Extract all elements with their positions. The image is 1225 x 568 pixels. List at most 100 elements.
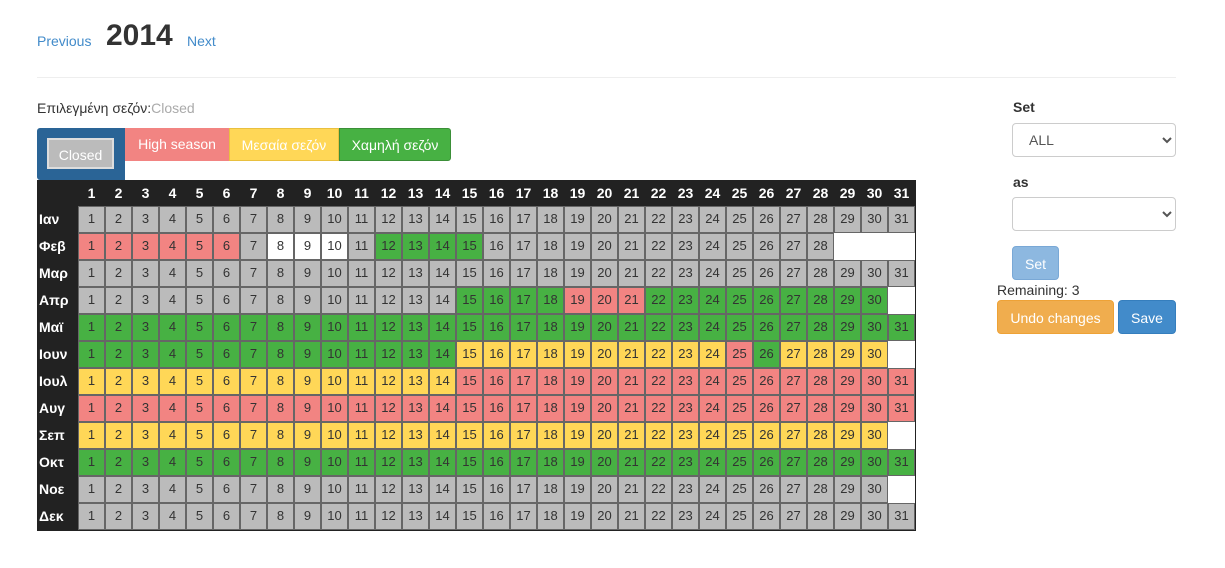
day-cell[interactable]: 8 (267, 341, 294, 368)
day-cell[interactable]: 27 (780, 422, 807, 449)
day-cell[interactable]: 20 (591, 395, 618, 422)
day-cell[interactable]: 3 (132, 341, 159, 368)
day-cell[interactable]: 19 (564, 260, 591, 287)
day-cell[interactable]: 26 (753, 368, 780, 395)
day-cell[interactable]: 11 (348, 422, 375, 449)
day-cell[interactable]: 14 (429, 314, 456, 341)
day-cell[interactable]: 14 (429, 449, 456, 476)
day-cell[interactable]: 24 (699, 449, 726, 476)
day-cell[interactable]: 14 (429, 206, 456, 233)
day-cell[interactable]: 9 (294, 422, 321, 449)
day-cell[interactable]: 10 (321, 260, 348, 287)
day-cell[interactable]: 15 (456, 206, 483, 233)
day-cell[interactable]: 6 (213, 260, 240, 287)
day-cell[interactable]: 19 (564, 422, 591, 449)
day-cell[interactable]: 31 (888, 395, 915, 422)
day-cell[interactable]: 26 (753, 206, 780, 233)
day-cell[interactable]: 25 (726, 449, 753, 476)
day-cell[interactable]: 27 (780, 476, 807, 503)
day-cell[interactable]: 7 (240, 422, 267, 449)
day-cell[interactable]: 25 (726, 206, 753, 233)
day-cell[interactable]: 5 (186, 233, 213, 260)
day-cell[interactable]: 22 (645, 449, 672, 476)
day-cell[interactable]: 7 (240, 476, 267, 503)
day-cell[interactable]: 29 (834, 449, 861, 476)
day-cell[interactable]: 5 (186, 449, 213, 476)
as-select[interactable] (1012, 197, 1176, 231)
day-cell[interactable]: 14 (429, 260, 456, 287)
day-cell[interactable]: 31 (888, 449, 915, 476)
day-cell[interactable]: 20 (591, 314, 618, 341)
day-cell[interactable]: 24 (699, 233, 726, 260)
day-cell[interactable]: 8 (267, 287, 294, 314)
day-cell[interactable]: 24 (699, 260, 726, 287)
day-cell[interactable]: 28 (807, 287, 834, 314)
day-cell[interactable]: 5 (186, 476, 213, 503)
day-cell[interactable]: 9 (294, 260, 321, 287)
day-cell[interactable]: 31 (888, 206, 915, 233)
day-cell[interactable]: 24 (699, 476, 726, 503)
day-cell[interactable]: 11 (348, 503, 375, 530)
season-high-button[interactable]: High season (125, 128, 229, 161)
day-cell[interactable]: 22 (645, 395, 672, 422)
day-cell[interactable]: 17 (510, 449, 537, 476)
day-cell[interactable]: 9 (294, 503, 321, 530)
day-cell[interactable]: 19 (564, 368, 591, 395)
day-cell[interactable]: 13 (402, 395, 429, 422)
day-cell[interactable]: 1 (78, 476, 105, 503)
day-cell[interactable]: 19 (564, 503, 591, 530)
day-cell[interactable]: 20 (591, 503, 618, 530)
day-cell[interactable]: 20 (591, 368, 618, 395)
day-cell[interactable]: 6 (213, 206, 240, 233)
day-cell[interactable]: 20 (591, 260, 618, 287)
day-cell[interactable]: 13 (402, 314, 429, 341)
day-cell[interactable]: 15 (456, 233, 483, 260)
day-cell[interactable]: 23 (672, 449, 699, 476)
day-cell[interactable]: 9 (294, 287, 321, 314)
day-cell[interactable]: 9 (294, 206, 321, 233)
day-cell[interactable]: 14 (429, 422, 456, 449)
day-cell[interactable]: 15 (456, 476, 483, 503)
day-cell[interactable]: 7 (240, 314, 267, 341)
day-cell[interactable]: 4 (159, 314, 186, 341)
day-cell[interactable]: 18 (537, 341, 564, 368)
day-cell[interactable]: 28 (807, 206, 834, 233)
day-cell[interactable]: 3 (132, 395, 159, 422)
day-cell[interactable]: 21 (618, 476, 645, 503)
day-cell[interactable]: 29 (834, 260, 861, 287)
day-cell[interactable]: 6 (213, 476, 240, 503)
day-cell[interactable]: 19 (564, 287, 591, 314)
day-cell[interactable]: 1 (78, 341, 105, 368)
day-cell[interactable]: 16 (483, 287, 510, 314)
day-cell[interactable]: 28 (807, 314, 834, 341)
day-cell[interactable]: 9 (294, 314, 321, 341)
day-cell[interactable]: 11 (348, 287, 375, 314)
day-cell[interactable]: 28 (807, 395, 834, 422)
day-cell[interactable]: 2 (105, 503, 132, 530)
day-cell[interactable]: 18 (537, 422, 564, 449)
day-cell[interactable]: 23 (672, 368, 699, 395)
day-cell[interactable]: 29 (834, 422, 861, 449)
day-cell[interactable]: 26 (753, 287, 780, 314)
day-cell[interactable]: 21 (618, 314, 645, 341)
day-cell[interactable]: 5 (186, 341, 213, 368)
day-cell[interactable]: 25 (726, 287, 753, 314)
day-cell[interactable]: 5 (186, 368, 213, 395)
save-button[interactable]: Save (1118, 300, 1176, 334)
day-cell[interactable]: 3 (132, 422, 159, 449)
day-cell[interactable]: 21 (618, 449, 645, 476)
day-cell[interactable]: 12 (375, 287, 402, 314)
day-cell[interactable]: 31 (888, 260, 915, 287)
day-cell[interactable]: 22 (645, 503, 672, 530)
day-cell[interactable]: 11 (348, 260, 375, 287)
day-cell[interactable]: 10 (321, 503, 348, 530)
day-cell[interactable]: 13 (402, 503, 429, 530)
day-cell[interactable]: 5 (186, 503, 213, 530)
day-cell[interactable]: 11 (348, 395, 375, 422)
day-cell[interactable]: 26 (753, 260, 780, 287)
day-cell[interactable]: 27 (780, 368, 807, 395)
day-cell[interactable]: 14 (429, 503, 456, 530)
day-cell[interactable]: 23 (672, 422, 699, 449)
day-cell[interactable]: 29 (834, 368, 861, 395)
day-cell[interactable]: 16 (483, 260, 510, 287)
